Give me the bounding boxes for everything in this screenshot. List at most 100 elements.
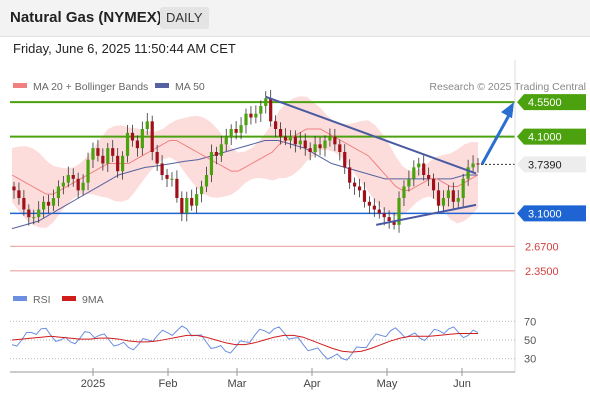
- candle-body: [357, 186, 362, 191]
- candle-body: [288, 136, 293, 141]
- candle-body: [436, 190, 441, 206]
- level-label-4.1000-tag: [517, 128, 586, 145]
- bollinger-band: [12, 96, 478, 228]
- candle-body: [12, 186, 16, 191]
- time-axis-label: Jun: [453, 378, 471, 390]
- candle-body: [66, 175, 70, 183]
- candle-body: [145, 121, 149, 129]
- candle-body: [298, 140, 302, 145]
- time-axis-label: Feb: [159, 378, 178, 390]
- candle-body: [412, 167, 416, 179]
- candle-body: [466, 167, 470, 179]
- timestamp: Friday, June 6, 2025 11:50:44 AM CET: [13, 41, 236, 56]
- candle-body: [204, 175, 209, 187]
- ma20-legend-label: MA 20 + Bollinger Bands: [33, 81, 148, 93]
- ma50-legend-swatch: [155, 83, 169, 88]
- rsi-ma-legend-swatch: [62, 296, 76, 301]
- rsi-legend-swatch: [13, 296, 27, 301]
- candle-body: [76, 178, 80, 191]
- candle-body: [140, 129, 144, 149]
- trendline-resistance: [265, 95, 477, 175]
- time-axis-label: Mar: [228, 378, 247, 390]
- candle-body: [264, 98, 268, 106]
- candle-body: [402, 186, 406, 198]
- last-price-tag: [517, 156, 586, 173]
- candle-body: [150, 121, 154, 152]
- candle-body: [209, 152, 214, 175]
- candle-body: [303, 140, 307, 149]
- candle-body: [461, 178, 465, 198]
- rsi-tick-label: 50: [524, 335, 536, 347]
- candle-body: [61, 182, 65, 187]
- candle-body: [254, 113, 258, 118]
- candle-body: [471, 163, 475, 168]
- candle-body: [17, 190, 21, 198]
- level-label-4.1000: 4.1000: [528, 132, 562, 144]
- candle-body: [352, 182, 357, 187]
- candle-body: [42, 201, 46, 210]
- ma50-legend-label: MA 50: [175, 81, 205, 93]
- candle-body: [441, 198, 446, 206]
- candle-body: [32, 217, 36, 219]
- candle-body: [427, 175, 431, 179]
- period-badge[interactable]: DAILY: [160, 7, 209, 29]
- projection-arrow: [480, 109, 514, 165]
- candle-body: [392, 221, 396, 225]
- candle-body: [195, 194, 199, 206]
- candle-body: [382, 213, 386, 218]
- candle-body: [313, 144, 317, 152]
- candle-body: [229, 129, 233, 137]
- level-label-3.1000-tag: [517, 205, 586, 222]
- candle-body: [431, 178, 436, 191]
- candle-body: [56, 186, 61, 198]
- rsi-legend-label: RSI: [33, 294, 51, 306]
- candle-body: [27, 209, 31, 218]
- candle-body: [343, 152, 347, 168]
- candle-body: [170, 178, 174, 180]
- instrument-title: Natural Gas (NYMEX): [10, 9, 162, 26]
- candle-body: [125, 132, 130, 156]
- rsi-line: [11, 325, 479, 361]
- candle-body: [244, 113, 248, 126]
- candle-body: [135, 140, 140, 149]
- candle-body: [451, 190, 455, 202]
- trendline-support: [376, 203, 477, 226]
- candle-body: [111, 148, 115, 156]
- level-label-4.5500: 4.5500: [528, 97, 562, 109]
- candle-body: [239, 125, 243, 133]
- candle-body: [283, 136, 288, 141]
- candle-body: [91, 148, 95, 160]
- time-axis-label: Apr: [303, 378, 320, 390]
- candle-body: [101, 155, 105, 164]
- candle-body: [328, 136, 332, 141]
- candle-body: [333, 136, 337, 145]
- candle-body: [274, 121, 278, 129]
- candle-body: [293, 136, 297, 145]
- candle-body: [348, 167, 352, 183]
- candle-body: [367, 201, 372, 206]
- candle-body: [318, 144, 322, 149]
- rsi-ma-legend-label: 9MA: [82, 294, 104, 306]
- rsi-tick-label: 30: [524, 354, 536, 366]
- candle-body: [130, 132, 135, 141]
- candle-body: [120, 155, 125, 172]
- last-price-label: 3.7390: [528, 159, 562, 171]
- candle-body: [190, 198, 194, 206]
- candle-body: [160, 163, 164, 175]
- copyright-text: Research © 2025 Trading Central: [429, 81, 586, 93]
- candle-body: [278, 129, 283, 137]
- candle-body: [106, 148, 110, 164]
- candle-body: [175, 178, 179, 198]
- candle-body: [155, 152, 159, 164]
- candle-body: [116, 155, 120, 172]
- candle-body: [224, 136, 228, 145]
- candle-body: [71, 175, 75, 179]
- candle-body: [234, 129, 238, 133]
- candle-body: [323, 140, 327, 149]
- candle-body: [165, 175, 169, 179]
- time-axis-label: May: [377, 378, 398, 390]
- rsi-tick-label: 70: [524, 316, 536, 328]
- candle-body: [476, 163, 480, 165]
- level-label-4.5500-tag: [517, 94, 586, 111]
